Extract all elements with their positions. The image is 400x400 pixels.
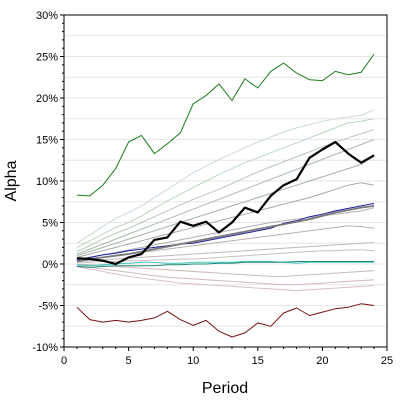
y-tick-label: 5%: [42, 218, 58, 230]
x-axis-title: Period: [202, 380, 248, 397]
series-line-black: [76, 140, 375, 266]
series-line-fan-5: [76, 155, 375, 257]
series-line-dark-gray: [76, 205, 375, 263]
series-line-fan-6: [76, 182, 375, 258]
y-tick-label: -5%: [38, 301, 58, 313]
x-tick-label: 0: [61, 355, 67, 367]
series-line-fan-2: [76, 118, 375, 248]
x-tick-label: 5: [126, 355, 132, 367]
series-line-fan-10: [76, 249, 375, 263]
series-line-fan-11: [76, 263, 375, 277]
series-lines: [76, 53, 375, 338]
series-line-teal: [76, 261, 375, 268]
series-line-cyan: [76, 261, 375, 267]
series-line-fan-4: [76, 139, 375, 255]
series-line-blue: [76, 202, 375, 261]
x-tick-label: 20: [316, 355, 328, 367]
y-tick-label: -10%: [32, 342, 58, 354]
series-line-fan-3: [76, 129, 375, 253]
y-tick-label: 20%: [36, 93, 58, 105]
grid-lines: [64, 35, 387, 327]
series-line-fan-13: [76, 266, 375, 292]
tick-labels: 0 5 10 15 20 25 -10% -5% 0% 5% 10% 15% 20% 25% 30%: [32, 10, 393, 367]
y-tick-label: 0%: [42, 259, 58, 271]
y-tick-label: 30%: [36, 10, 58, 22]
x-tick-label: 15: [252, 355, 264, 367]
series-line-upper: [76, 53, 375, 197]
y-tick-label: 10%: [36, 176, 58, 188]
series-line-fan-1: [76, 109, 375, 244]
y-tick-label: 15%: [36, 135, 58, 147]
y-axis-title: Alpha: [3, 160, 20, 201]
series-line-lower: [76, 303, 375, 338]
axes: [60, 14, 388, 351]
series-line-fan-12: [76, 265, 375, 286]
x-tick-label: 10: [187, 355, 199, 367]
y-tick-label: 25%: [36, 52, 58, 64]
x-tick-label: 25: [381, 355, 393, 367]
